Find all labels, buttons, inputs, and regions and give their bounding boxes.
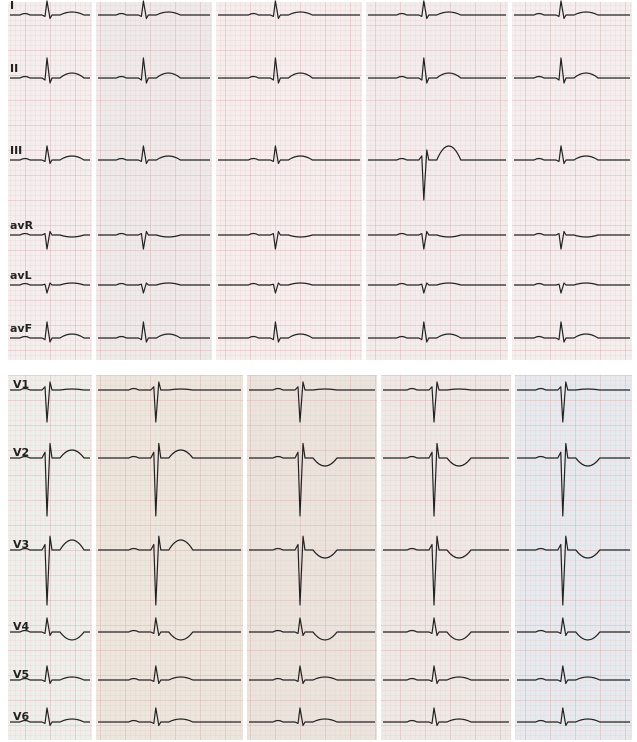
- grid: [96, 2, 212, 360]
- grid: [515, 375, 632, 740]
- lead-label: V3: [13, 538, 29, 551]
- grid: [216, 2, 362, 360]
- ecg-figure: IIIIIIavRavLavFV1V2V3V4V5V6: [0, 0, 637, 742]
- grid: [381, 375, 511, 740]
- lead-label: I: [10, 0, 14, 12]
- grid: [96, 375, 243, 740]
- grid: [247, 375, 377, 740]
- grid: [8, 2, 92, 360]
- lead-label: V4: [13, 620, 30, 633]
- grid: [512, 2, 632, 360]
- paper-cells: [8, 2, 632, 740]
- page: IIIIIIavRavLavFV1V2V3V4V5V6 (() => { con…: [0, 0, 637, 742]
- lead-label: III: [10, 144, 22, 157]
- lead-label: V6: [13, 710, 30, 723]
- grid: [366, 2, 508, 360]
- lead-label: II: [10, 62, 18, 75]
- lead-label: avL: [10, 269, 32, 282]
- lead-label: V1: [13, 378, 29, 391]
- lead-label: avR: [10, 219, 34, 232]
- lead-label: avF: [10, 322, 32, 335]
- lead-label: V2: [13, 446, 29, 459]
- grid: [8, 375, 92, 740]
- lead-label: V5: [13, 668, 29, 681]
